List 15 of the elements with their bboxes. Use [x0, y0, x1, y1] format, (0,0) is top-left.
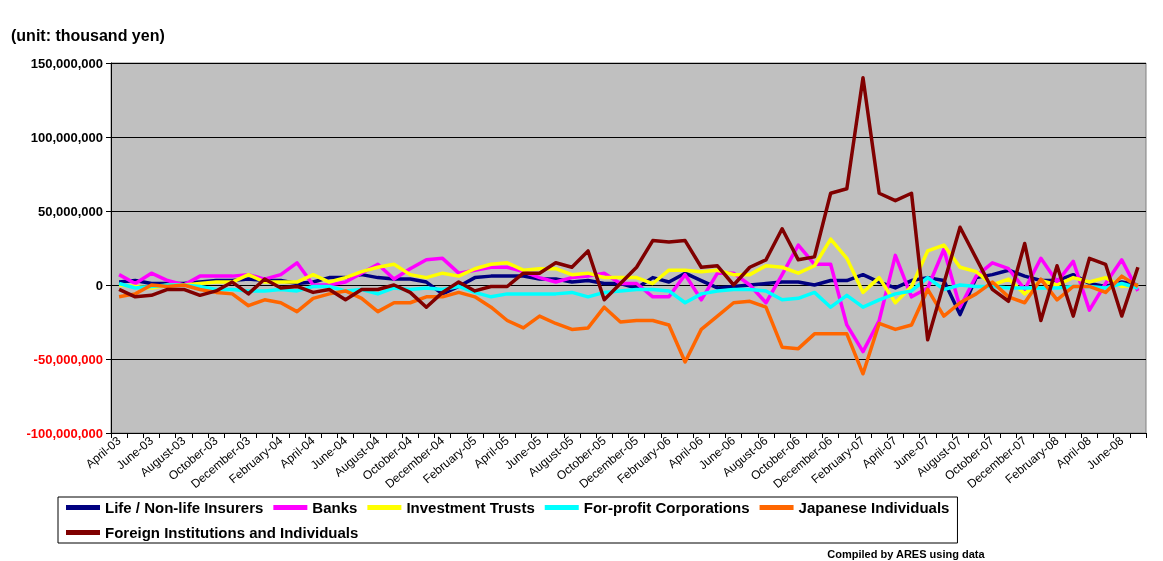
y-tick-label: 150,000,000	[30, 55, 103, 71]
legend-label: Banks	[312, 499, 358, 516]
legend-label: Foreign Institutions and Individuals	[105, 524, 359, 541]
line-series	[117, 76, 1140, 342]
line-series	[117, 274, 1140, 376]
legend-label: Investment Trusts	[406, 499, 535, 516]
y-axis-title: (unit: thousand yen)	[11, 26, 165, 44]
text: Compiled by ARES using data	[827, 547, 986, 560]
y-tick-label: -50,000,000	[33, 351, 103, 367]
y-tick-label: 50,000,000	[37, 203, 103, 219]
y-tick-label: 100,000,000	[30, 129, 103, 145]
legend-label: Japanese Individuals	[798, 499, 950, 516]
legend-label: Life / Non-life Insurers	[105, 499, 264, 516]
y-tick-label: 0	[95, 277, 103, 293]
legend-label: For-profit Corporations	[583, 499, 750, 516]
